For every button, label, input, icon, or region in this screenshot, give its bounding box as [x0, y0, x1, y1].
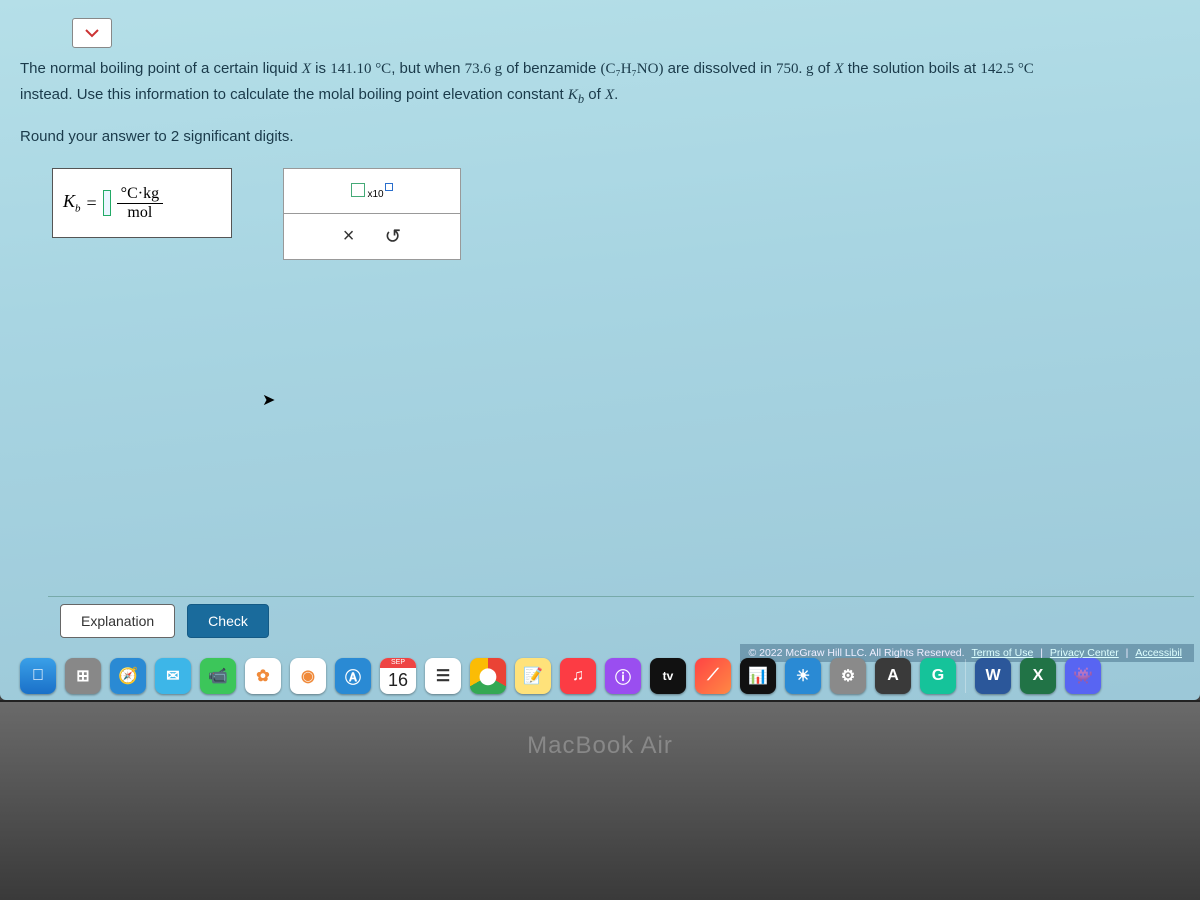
equals-sign: = [87, 193, 97, 214]
calendar-icon[interactable]: SEP 16 [380, 658, 416, 694]
check-button[interactable]: Check [187, 604, 269, 638]
excel-icon[interactable]: X [1020, 658, 1056, 694]
discord-icon[interactable]: 👾 [1065, 658, 1101, 694]
answer-input-cursor[interactable] [103, 190, 111, 216]
shortcuts-icon[interactable]: ⟋ [695, 658, 731, 694]
chevron-down-icon [84, 25, 100, 41]
weather-icon[interactable]: ☀ [785, 658, 821, 694]
mail-icon[interactable]: ✉ [155, 658, 191, 694]
activity-icon[interactable]: ◉ [290, 658, 326, 694]
preferences-icon[interactable]: ⚙ [830, 658, 866, 694]
reminders-icon[interactable]: ☰ [425, 658, 461, 694]
macos-dock: 􀎞 ⊞ 🧭 ✉ 📹 ✿ ◉ Ⓐ SEP 16 ☰ ⬤ 📝 ♫ ⓘ tv ⟋ 📊 … [14, 654, 1186, 698]
cursor-icon: ➤ [262, 390, 275, 410]
macbook-label: MacBook Air [0, 732, 1200, 760]
launchpad-icon[interactable]: ⊞ [65, 658, 101, 694]
word-icon[interactable]: W [975, 658, 1011, 694]
tv-icon[interactable]: tv [650, 658, 686, 694]
unit-fraction: °C·kg mol [117, 185, 163, 222]
rounding-instruction: Round your answer to 2 significant digit… [20, 128, 294, 145]
finder-icon[interactable]: 􀎞 [20, 658, 56, 694]
tool-palette: x10 × ↺ [283, 168, 461, 260]
problem-text: The normal boiling point of a certain li… [20, 56, 1180, 112]
answer-input-box[interactable]: Kb = °C·kg mol [52, 168, 232, 238]
grammarly-icon[interactable]: G [920, 658, 956, 694]
podcasts-icon[interactable]: ⓘ [605, 658, 641, 694]
notes-icon[interactable]: 📝 [515, 658, 551, 694]
chrome-icon[interactable]: ⬤ [470, 658, 506, 694]
safari-icon[interactable]: 🧭 [110, 658, 146, 694]
appstore-icon[interactable]: Ⓐ [335, 658, 371, 694]
facetime-icon[interactable]: 📹 [200, 658, 236, 694]
screen-area: The normal boiling point of a certain li… [0, 0, 1200, 700]
font-icon[interactable]: A [875, 658, 911, 694]
clear-button[interactable]: × [343, 225, 355, 248]
photos-icon[interactable]: ✿ [245, 658, 281, 694]
stocks-icon[interactable]: 📊 [740, 658, 776, 694]
sci-notation-button[interactable]: x10 [351, 183, 392, 200]
bottom-button-bar: Explanation Check [48, 596, 1194, 644]
music-icon[interactable]: ♫ [560, 658, 596, 694]
laptop-bezel: MacBook Air [0, 700, 1200, 900]
kb-symbol: Kb [63, 191, 81, 215]
reset-button[interactable]: ↺ [384, 224, 401, 249]
collapse-dropdown[interactable] [72, 18, 112, 48]
explanation-button[interactable]: Explanation [60, 604, 175, 638]
